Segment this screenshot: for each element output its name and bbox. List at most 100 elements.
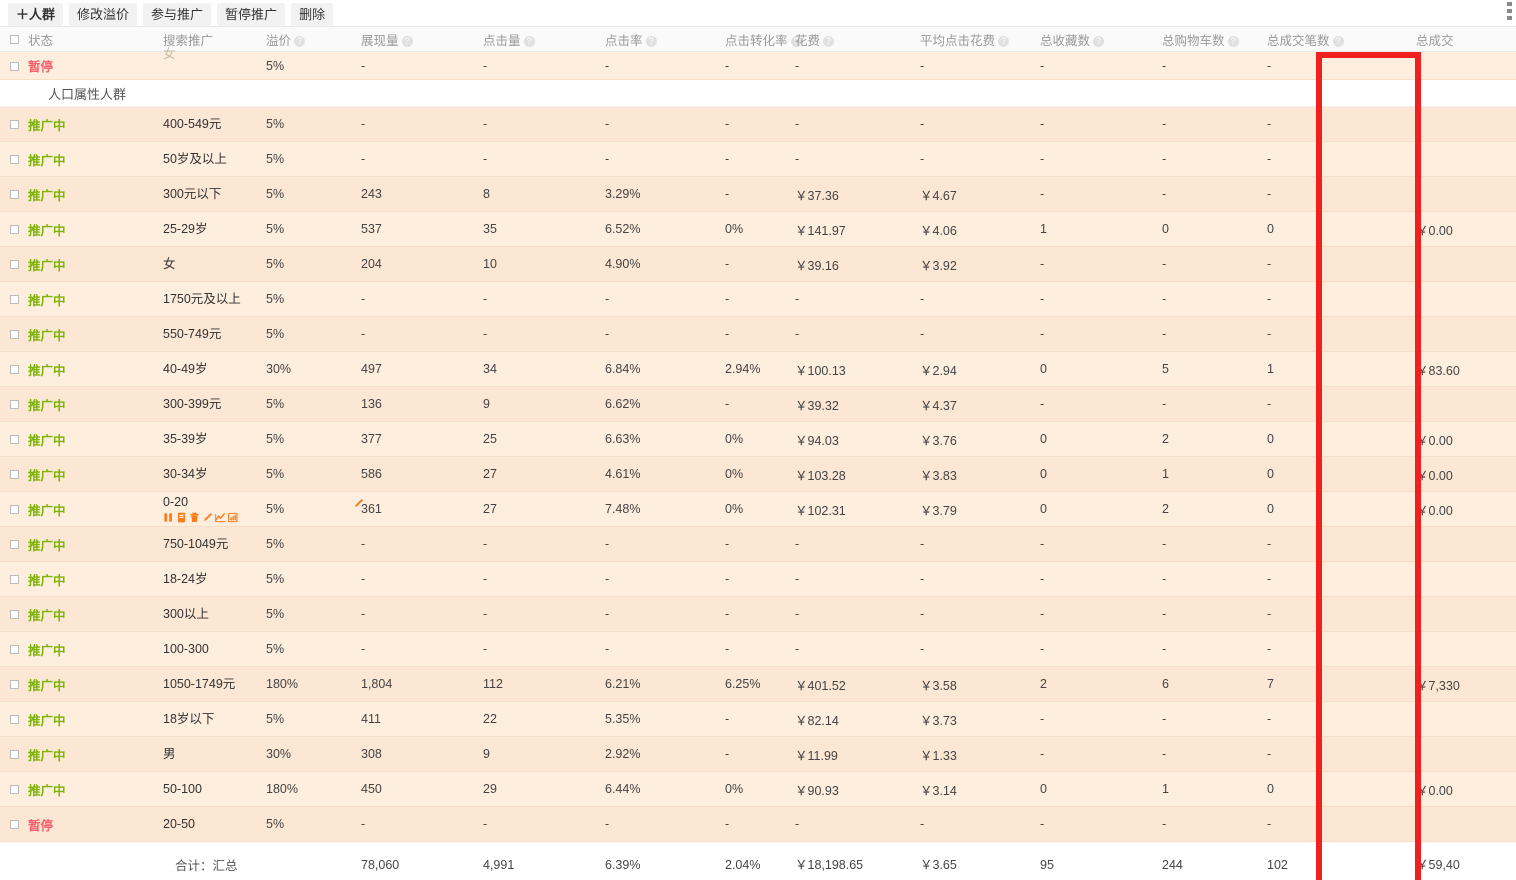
row-checkbox[interactable] [9, 785, 19, 795]
select-all-checkbox[interactable] [9, 35, 19, 45]
help-icon[interactable]: ? [1332, 35, 1344, 47]
table-row[interactable]: 推广中 1050-1749元 180% 1,804 112 6.21% 6.25% ￥401.… [0, 666, 1516, 702]
cell-premium[interactable]: 5% [266, 316, 361, 352]
crowd-name-cell[interactable]: 35-39岁 [163, 421, 266, 457]
crowd-name-cell[interactable]: 400-549元 [163, 106, 266, 142]
cell-premium[interactable]: 180% [266, 771, 361, 807]
row-checkbox[interactable] [9, 610, 19, 620]
crowd-name-cell[interactable]: 300-399元 [163, 386, 266, 422]
row-checkbox[interactable] [9, 260, 19, 270]
crowd-name-cell[interactable]: 750-1049元 [163, 526, 266, 562]
trend-chart-icon[interactable] [215, 510, 228, 524]
row-checkbox[interactable] [9, 120, 19, 130]
help-icon[interactable]: ? [1227, 35, 1239, 47]
inline-edit-icon[interactable] [353, 498, 363, 508]
crowd-name-cell[interactable]: 0-20 [163, 491, 266, 527]
delete-icon[interactable] [189, 510, 202, 524]
table-row[interactable]: 推广中 25-29岁 5% 537 35 6.52% 0% ￥141.97 ￥4.06 1 0 0 ￥0… [0, 211, 1516, 247]
table-row[interactable]: 推广中 1750元及以上 5% - - - - - - - - - - [0, 281, 1516, 317]
edit-icon[interactable] [202, 510, 215, 524]
cell-premium[interactable]: 5% [266, 106, 361, 142]
table-row[interactable]: 推广中 100-300 5% - - - - - - - - - - [0, 631, 1516, 667]
cell-premium[interactable]: 5% [266, 51, 361, 80]
row-checkbox[interactable] [9, 435, 19, 445]
row-checkbox[interactable] [9, 330, 19, 340]
cell-premium[interactable]: 30% [266, 736, 361, 772]
crowd-name-cell[interactable]: 300以上 [163, 596, 266, 632]
help-icon[interactable]: ? [401, 35, 413, 47]
table-row[interactable]: 推广中女 5% 204 10 4.90% - ￥39.16 ￥3.92- - - - [0, 246, 1516, 282]
cell-premium[interactable]: 5% [266, 596, 361, 632]
row-checkbox[interactable] [9, 225, 19, 235]
row-checkbox[interactable] [9, 715, 19, 725]
help-icon[interactable]: ? [823, 35, 835, 47]
cell-premium[interactable]: 5% [266, 421, 361, 457]
help-icon[interactable]: ? [998, 35, 1010, 47]
cell-premium[interactable]: 180% [266, 666, 361, 702]
help-icon[interactable]: ? [645, 35, 657, 47]
table-row[interactable]: 推广中男 30% 308 9 2.92% - ￥11.99 ￥1.33- - - - [0, 736, 1516, 772]
crowd-name-cell[interactable]: 女 [163, 246, 266, 282]
column-header-3[interactable]: 展现量? [361, 26, 483, 52]
cell-premium[interactable]: 5% [266, 281, 361, 317]
help-icon[interactable]: ? [523, 35, 535, 47]
crowd-name-cell[interactable]: 25-29岁 [163, 211, 266, 247]
cell-premium[interactable]: 5% [266, 456, 361, 492]
column-header-2[interactable]: 溢价? [266, 26, 361, 52]
crowd-name-cell[interactable]: 1050-1749元 [163, 666, 266, 702]
table-row[interactable]: 推广中 750-1049元 5% - - - - - - - - - - [0, 526, 1516, 562]
help-icon[interactable]: ? [294, 35, 306, 47]
row-checkbox[interactable] [9, 750, 19, 760]
cell-premium[interactable]: 5% [266, 246, 361, 282]
row-checkbox[interactable] [9, 295, 19, 305]
table-row[interactable]: 推广中 50-100 180% 450 29 6.44% 0% ￥90.93 ￥3.14 0 1 0 ￥… [0, 771, 1516, 807]
pause-icon[interactable] [163, 510, 176, 524]
row-checkbox[interactable] [9, 400, 19, 410]
column-header-11[interactable]: 总成交笔数? [1267, 26, 1416, 52]
cell-premium[interactable]: 5% [266, 631, 361, 667]
cell-premium[interactable]: 5% [266, 141, 361, 177]
column-header-1[interactable]: 搜索推广 [163, 26, 266, 52]
cell-premium[interactable]: 5% [266, 526, 361, 562]
delete-button[interactable]: 删除 [291, 2, 334, 26]
table-row[interactable]: 暂停 20-50 5% - - - - - - - - - - [0, 806, 1516, 842]
cell-premium[interactable]: 5% [266, 211, 361, 247]
cell-premium[interactable]: 30% [266, 351, 361, 387]
column-header-4[interactable]: 点击量? [483, 26, 605, 52]
crowd-name-cell[interactable]: 18岁以下 [163, 701, 266, 737]
table-row[interactable]: 推广中 50岁及以上 5% - - - - - - - - - - [0, 141, 1516, 177]
column-header-6[interactable]: 点击转化率? [725, 26, 802, 52]
table-row[interactable]: 推广中 300以上 5% - - - - - - - - - - [0, 596, 1516, 632]
table-row[interactable]: 推广中 35-39岁 5% 377 25 6.63% 0% ￥94.03 ￥3.76 0 2 0 ￥0.… [0, 421, 1516, 457]
column-header-0[interactable]: 状态 [28, 26, 163, 52]
table-row[interactable]: 推广中 550-749元 5% - - - - - - - - - - [0, 316, 1516, 352]
crowd-name-cell[interactable]: 50-100 [163, 771, 266, 807]
table-row[interactable]: 推广中 18-24岁 5% - - - - - - - - - - [0, 561, 1516, 597]
row-checkbox[interactable] [9, 470, 19, 480]
row-checkbox[interactable] [9, 680, 19, 690]
row-checkbox[interactable] [9, 575, 19, 585]
crowd-name-cell[interactable]: 300元以下 [163, 176, 266, 212]
row-checkbox[interactable] [9, 645, 19, 655]
table-row[interactable]: 推广中 300元以下 5% 243 8 3.29% - ￥37.36 ￥4.67- - - - [0, 176, 1516, 212]
copy-icon[interactable] [176, 510, 189, 524]
table-row[interactable]: 推广中 300-399元 5% 136 9 6.62% - ￥39.32 ￥4.37- - - - [0, 386, 1516, 422]
cell-premium[interactable]: 5% [266, 561, 361, 597]
table-row[interactable]: 推广中 40-49岁 30% 497 34 6.84% 2.94% ￥100.13 ￥2.94 0… [0, 351, 1516, 387]
row-checkbox[interactable] [9, 505, 19, 515]
table-row[interactable]: 暂停女 5% - - - - - - - - - - [0, 47, 1516, 80]
column-header-12[interactable]: 总成交 [1416, 26, 1516, 52]
table-row[interactable]: 推广中 18岁以下 5% 411 22 5.35% - ￥82.14 ￥3.73- - - - [0, 701, 1516, 737]
crowd-name-cell[interactable]: 550-749元 [163, 316, 266, 352]
crowd-name-cell[interactable]: 男 [163, 736, 266, 772]
join-promotion-button[interactable]: 参与推广 [143, 2, 212, 26]
cell-premium[interactable]: 5% [266, 806, 361, 842]
crowd-name-cell[interactable]: 1750元及以上 [163, 281, 266, 317]
help-icon[interactable]: ? [1093, 35, 1105, 47]
cell-premium[interactable]: 5% [266, 386, 361, 422]
cell-premium[interactable]: 5% [266, 176, 361, 212]
crowd-name-cell[interactable]: 20-50 [163, 806, 266, 842]
crowd-name-cell[interactable]: 18-24岁 [163, 561, 266, 597]
crowd-name-cell[interactable]: 100-300 [163, 631, 266, 667]
row-checkbox[interactable] [9, 540, 19, 550]
